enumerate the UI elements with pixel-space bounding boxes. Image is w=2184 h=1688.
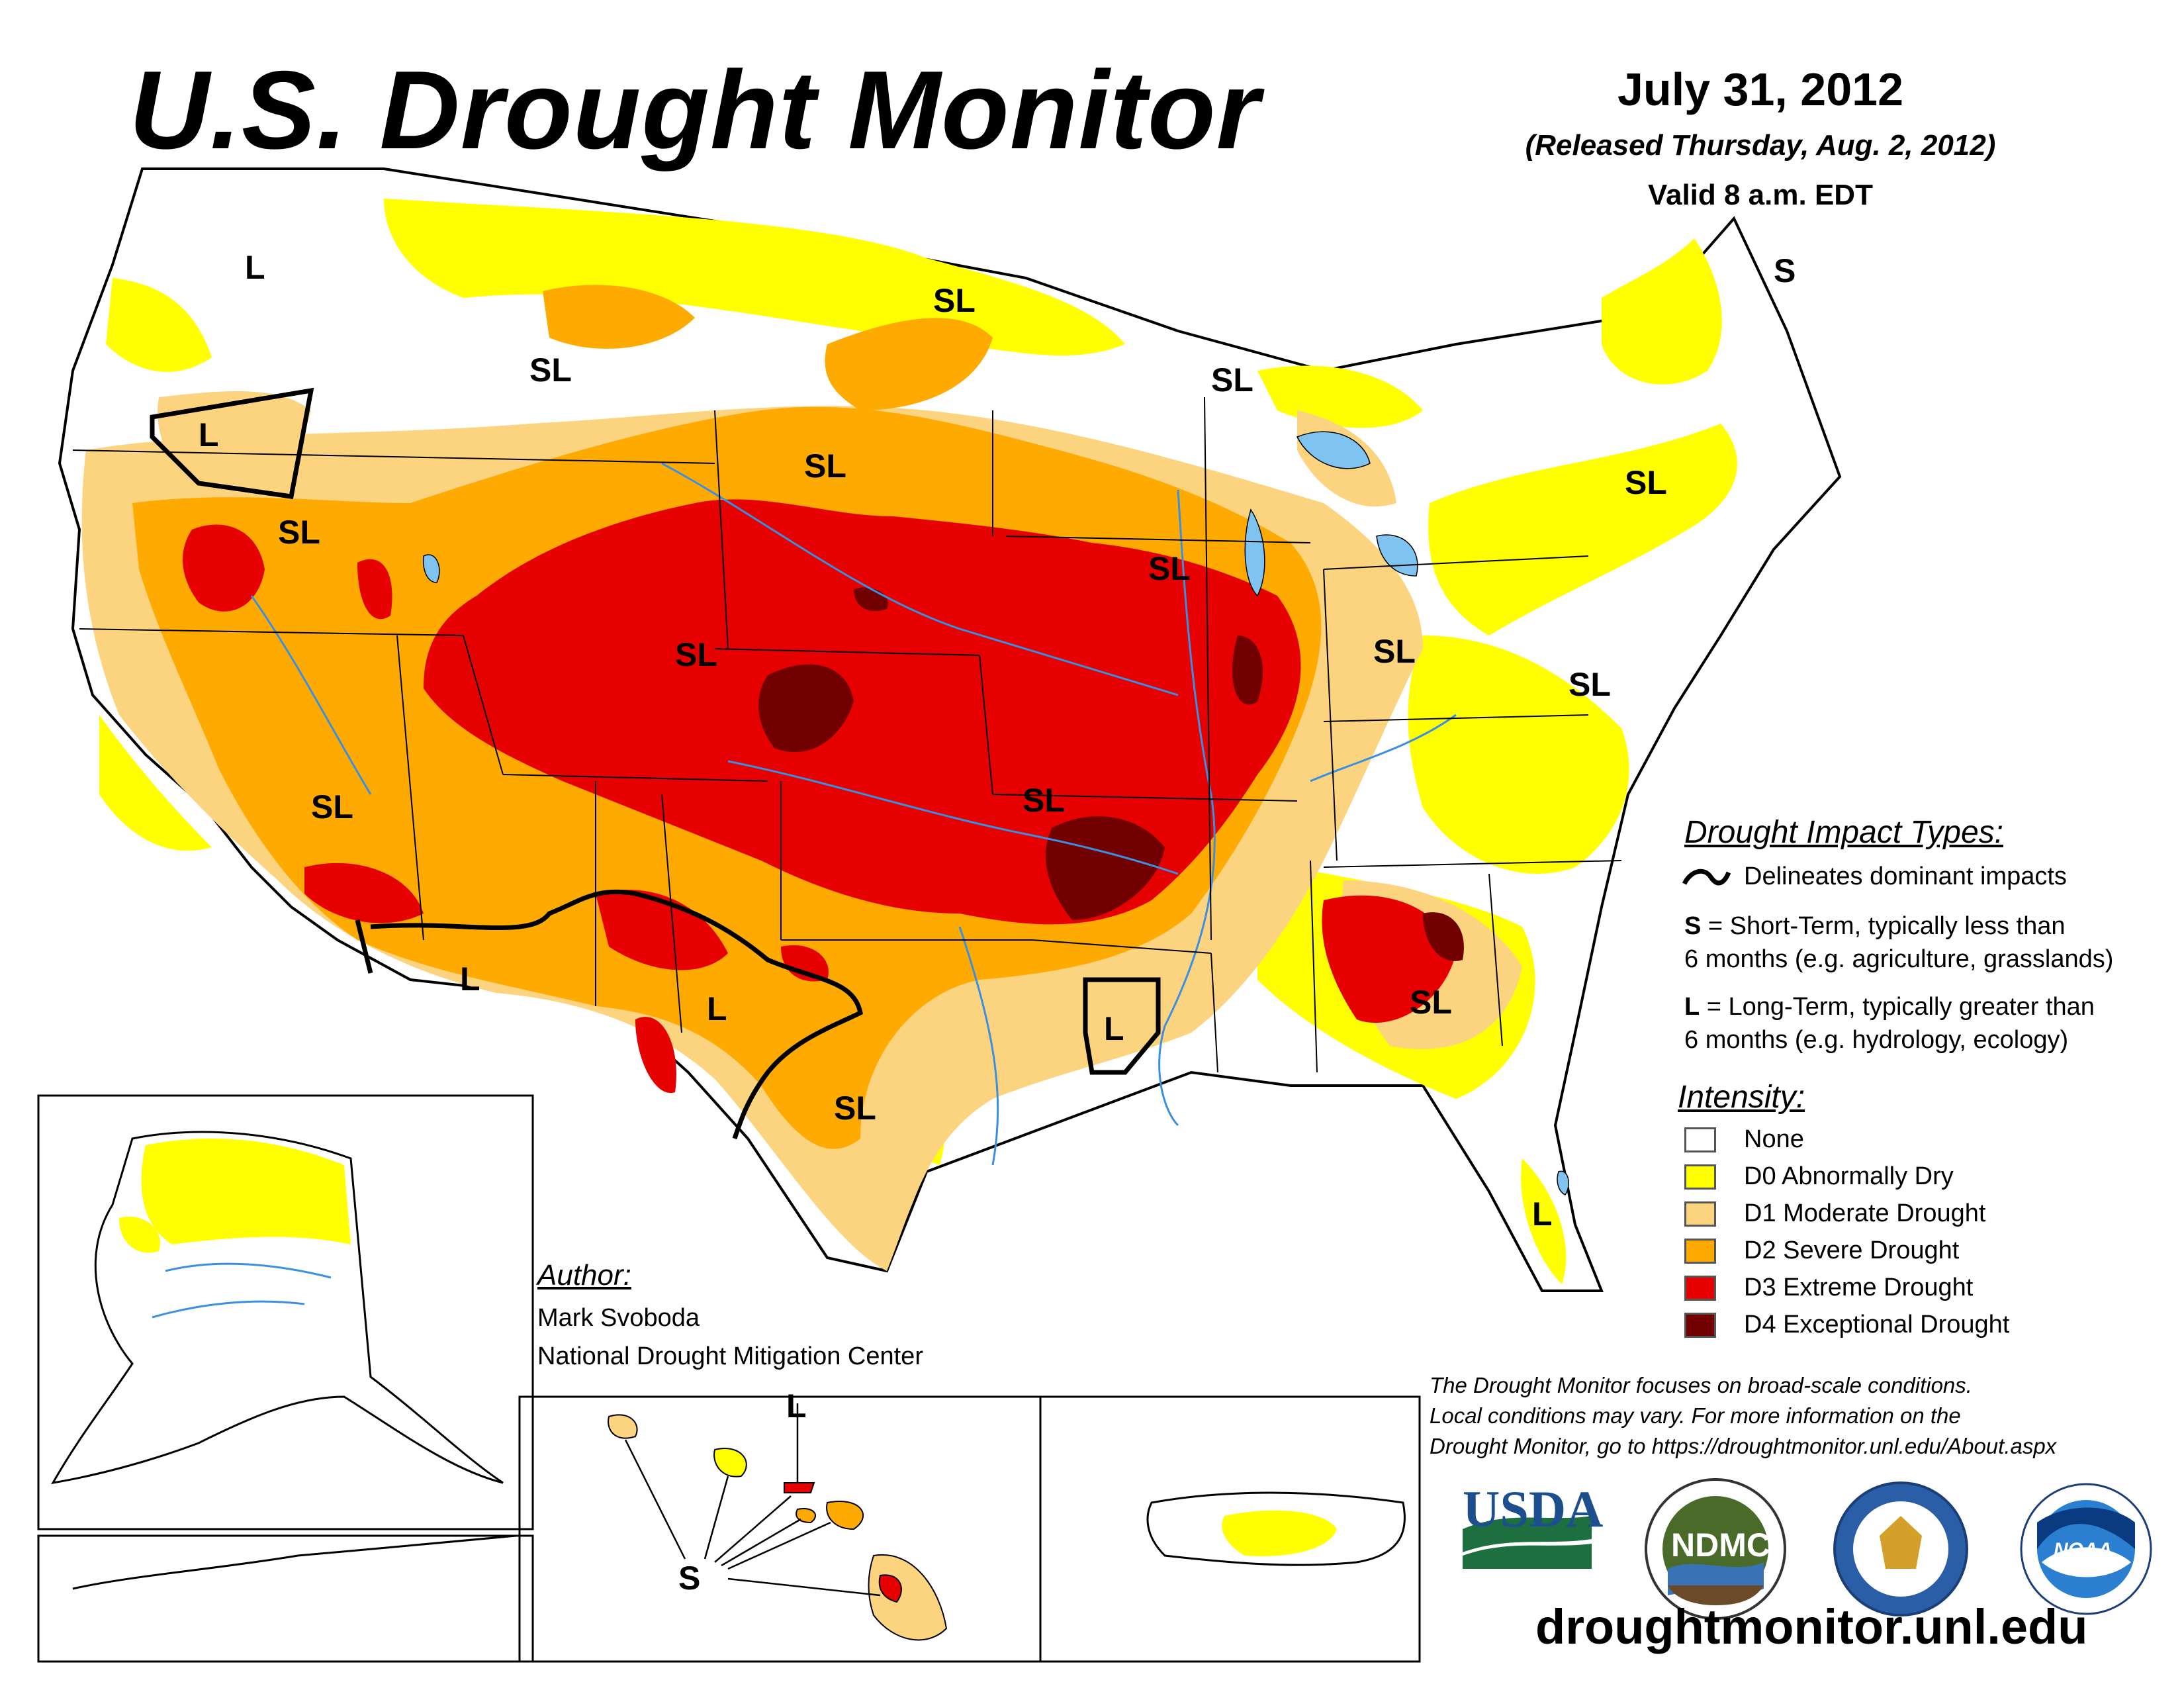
label-hawaii-long: L: [786, 1387, 807, 1425]
label-short-long: SL: [1373, 633, 1416, 670]
impact-types-heading: Drought Impact Types:: [1684, 815, 2003, 850]
short-term-text: = Short-Term, typically less than: [1701, 912, 2066, 940]
long-term-examples: 6 months (e.g. hydrology, ecology): [1684, 1026, 2069, 1054]
label-long-term: L: [1532, 1196, 1553, 1233]
inset-frames: [37, 1094, 1421, 1663]
intensity-swatch: [1684, 1164, 1716, 1190]
intensity-swatch: [1684, 1312, 1716, 1338]
intensity-swatch: [1684, 1127, 1716, 1152]
label-short-long: SL: [1569, 666, 1611, 703]
label-short-long: SL: [1410, 984, 1452, 1021]
intensity-label: D4 Exceptional Drought: [1744, 1311, 2010, 1338]
intensity-label: D2 Severe Drought: [1744, 1237, 1960, 1264]
long-term-text: = Long-Term, typically greater than: [1700, 993, 2095, 1021]
intensity-swatch: [1684, 1275, 1716, 1301]
label-long-term: L: [460, 961, 480, 998]
usda-logo-text: USDA: [1463, 1480, 1604, 1538]
disclaimer: The Drought Monitor focuses on broad-sca…: [1430, 1370, 2158, 1462]
intensity-label: D0 Abnormally Dry: [1744, 1162, 1954, 1190]
short-term-key: S: [1684, 912, 1702, 940]
author-heading: Author:: [537, 1259, 631, 1291]
intensity-item: D1 Moderate Drought: [1684, 1199, 1985, 1228]
label-long-term: L: [1104, 1010, 1124, 1047]
label-short-long: SL: [1148, 550, 1191, 587]
label-short-long: SL: [1023, 782, 1065, 819]
rivers: [250, 462, 1457, 1166]
intensity-heading: Intensity:: [1678, 1080, 1805, 1115]
label-short-long: SL: [834, 1090, 876, 1127]
disclaimer-line: The Drought Monitor focuses on broad-sca…: [1430, 1373, 1972, 1397]
intensity-label: None: [1744, 1125, 1804, 1153]
usda-logo: [1463, 1516, 1592, 1569]
author-name: Mark Svoboda: [537, 1304, 700, 1332]
intensity-item: D2 Severe Drought: [1684, 1237, 1959, 1265]
label-long-term: L: [707, 990, 727, 1027]
label-short-long: SL: [933, 282, 976, 319]
valid-time: Valid 8 a.m. EDT: [1648, 179, 1873, 211]
state-borders: [72, 397, 1622, 1073]
commerce-seal-logo: [1833, 1481, 1968, 1617]
label-short-long: SL: [804, 447, 846, 485]
intensity-item: D0 Abnormally Dry: [1684, 1162, 1954, 1191]
noaa-logo-text: NOAA: [2054, 1539, 2113, 1561]
label-short-long: SL: [311, 788, 353, 825]
noaa-logo: [2020, 1483, 2152, 1615]
intensity-swatch: [1684, 1201, 1716, 1227]
intensity-label: D1 Moderate Drought: [1744, 1199, 1986, 1227]
short-term-definition: S = Short-Term, typically less than: [1684, 912, 2066, 941]
intensity-item: None: [1684, 1125, 1804, 1154]
intensity-label: D3 Extreme Drought: [1744, 1274, 1974, 1301]
intensity-item: D4 Exceptional Drought: [1684, 1311, 2009, 1339]
label-short: S: [1774, 252, 1796, 289]
disclaimer-line: Local conditions may vary. For more info…: [1430, 1403, 1961, 1428]
map-title: U.S. Drought Monitor: [129, 48, 1261, 172]
map-date: July 31, 2012: [1617, 64, 1903, 115]
ndmc-logo: [1645, 1478, 1786, 1620]
long-term-definition: L = Long-Term, typically greater than: [1684, 993, 2095, 1021]
disclaimer-line: Drought Monitor, go to https://droughtmo…: [1430, 1434, 2057, 1458]
label-long-term: L: [199, 416, 219, 453]
label-short-long: SL: [278, 514, 320, 551]
delineation-symbol: [1682, 868, 1731, 886]
short-term-examples: 6 months (e.g. agriculture, grasslands): [1684, 945, 2114, 973]
label-short-long: SL: [1625, 464, 1667, 501]
label-long-term: L: [245, 249, 265, 286]
impact-delineation-lines: [150, 387, 1161, 1140]
label-hawaii-short: S: [678, 1560, 701, 1597]
author-organization: National Drought Mitigation Center: [537, 1342, 923, 1370]
long-term-key: L: [1684, 993, 1700, 1021]
ndmc-logo-text: NDMC: [1671, 1526, 1770, 1564]
delineates-label: Delineates dominant impacts: [1744, 863, 2067, 890]
puerto-rico-inset: [1146, 1491, 1406, 1566]
label-short-long: SL: [1211, 361, 1253, 399]
label-short-long: SL: [675, 636, 717, 673]
alaska-inset: [51, 1131, 517, 1590]
label-short-long: SL: [529, 352, 572, 389]
website-url[interactable]: droughtmonitor.unl.edu: [1535, 1599, 2088, 1654]
release-date: (Released Thursday, Aug. 2, 2012): [1525, 129, 1996, 162]
hawaii-inset: [608, 1403, 948, 1641]
intensity-item: D3 Extreme Drought: [1684, 1274, 1973, 1302]
intensity-swatch: [1684, 1238, 1716, 1264]
d4-areas: [758, 587, 1464, 961]
